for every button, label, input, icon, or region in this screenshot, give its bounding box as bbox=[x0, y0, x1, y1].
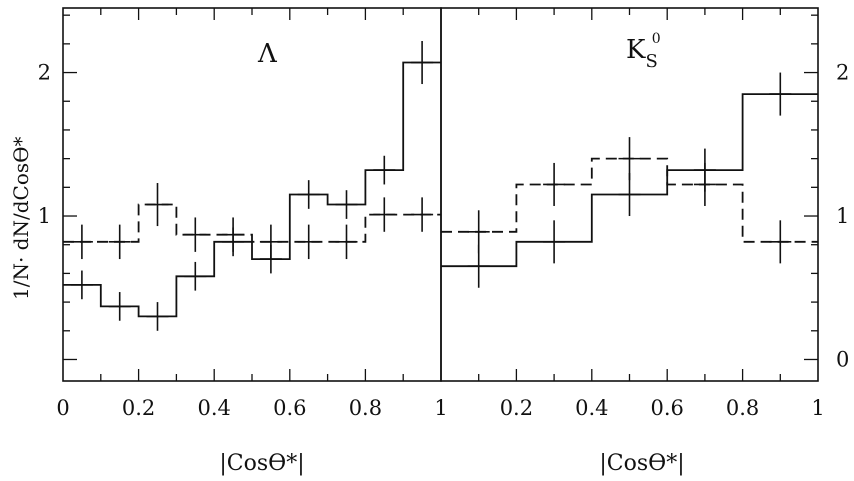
x-tick-label: 0.2 bbox=[500, 396, 533, 420]
solid-histogram bbox=[63, 61, 441, 318]
panel-kshort: KS 0 |Cosϴ*| 0.2 0.4 0.6 0.8 1 0 1 2 bbox=[440, 7, 849, 476]
y-tick-label: 2 bbox=[836, 61, 849, 85]
panel-label-kshort: KS 0 bbox=[626, 31, 661, 72]
x-tick-label: 0.8 bbox=[726, 396, 759, 420]
x-tick-label: 0 bbox=[56, 396, 69, 420]
panel-lambda: Λ |Cosϴ*| 0 0.2 0.4 0.6 0.8 1 1 2 bbox=[38, 7, 448, 476]
panel-label-kshort-sup: 0 bbox=[652, 31, 661, 47]
panel-label-kshort-main: K bbox=[626, 35, 646, 65]
y-axis-label: 1/N· dN/dCosϴ* bbox=[9, 136, 33, 300]
panel-frame bbox=[62, 7, 442, 382]
x-tick-label: 0.4 bbox=[197, 396, 230, 420]
x-tick-label: 0.6 bbox=[650, 396, 683, 420]
dashed-histogram bbox=[63, 203, 441, 243]
y-tick-label: 0 bbox=[836, 347, 849, 371]
panel-label-kshort-sub: S bbox=[645, 51, 657, 72]
x-tick-label: 0.4 bbox=[575, 396, 608, 420]
x-axis-label-left: |Cosϴ*| bbox=[219, 451, 304, 476]
x-tick-label: 0.8 bbox=[349, 396, 382, 420]
x-tick-label: 1 bbox=[434, 396, 447, 420]
y-tick-label: 1 bbox=[38, 204, 51, 228]
y-tick-label: 1 bbox=[836, 204, 849, 228]
x-tick-label: 0.2 bbox=[122, 396, 155, 420]
x-tick-label: 1 bbox=[811, 396, 824, 420]
x-tick-label: 0.6 bbox=[273, 396, 306, 420]
panel-label-lambda: Λ bbox=[257, 39, 278, 69]
y-tick-label: 2 bbox=[38, 61, 51, 85]
x-axis-label-right: |Cosϴ*| bbox=[599, 451, 684, 476]
